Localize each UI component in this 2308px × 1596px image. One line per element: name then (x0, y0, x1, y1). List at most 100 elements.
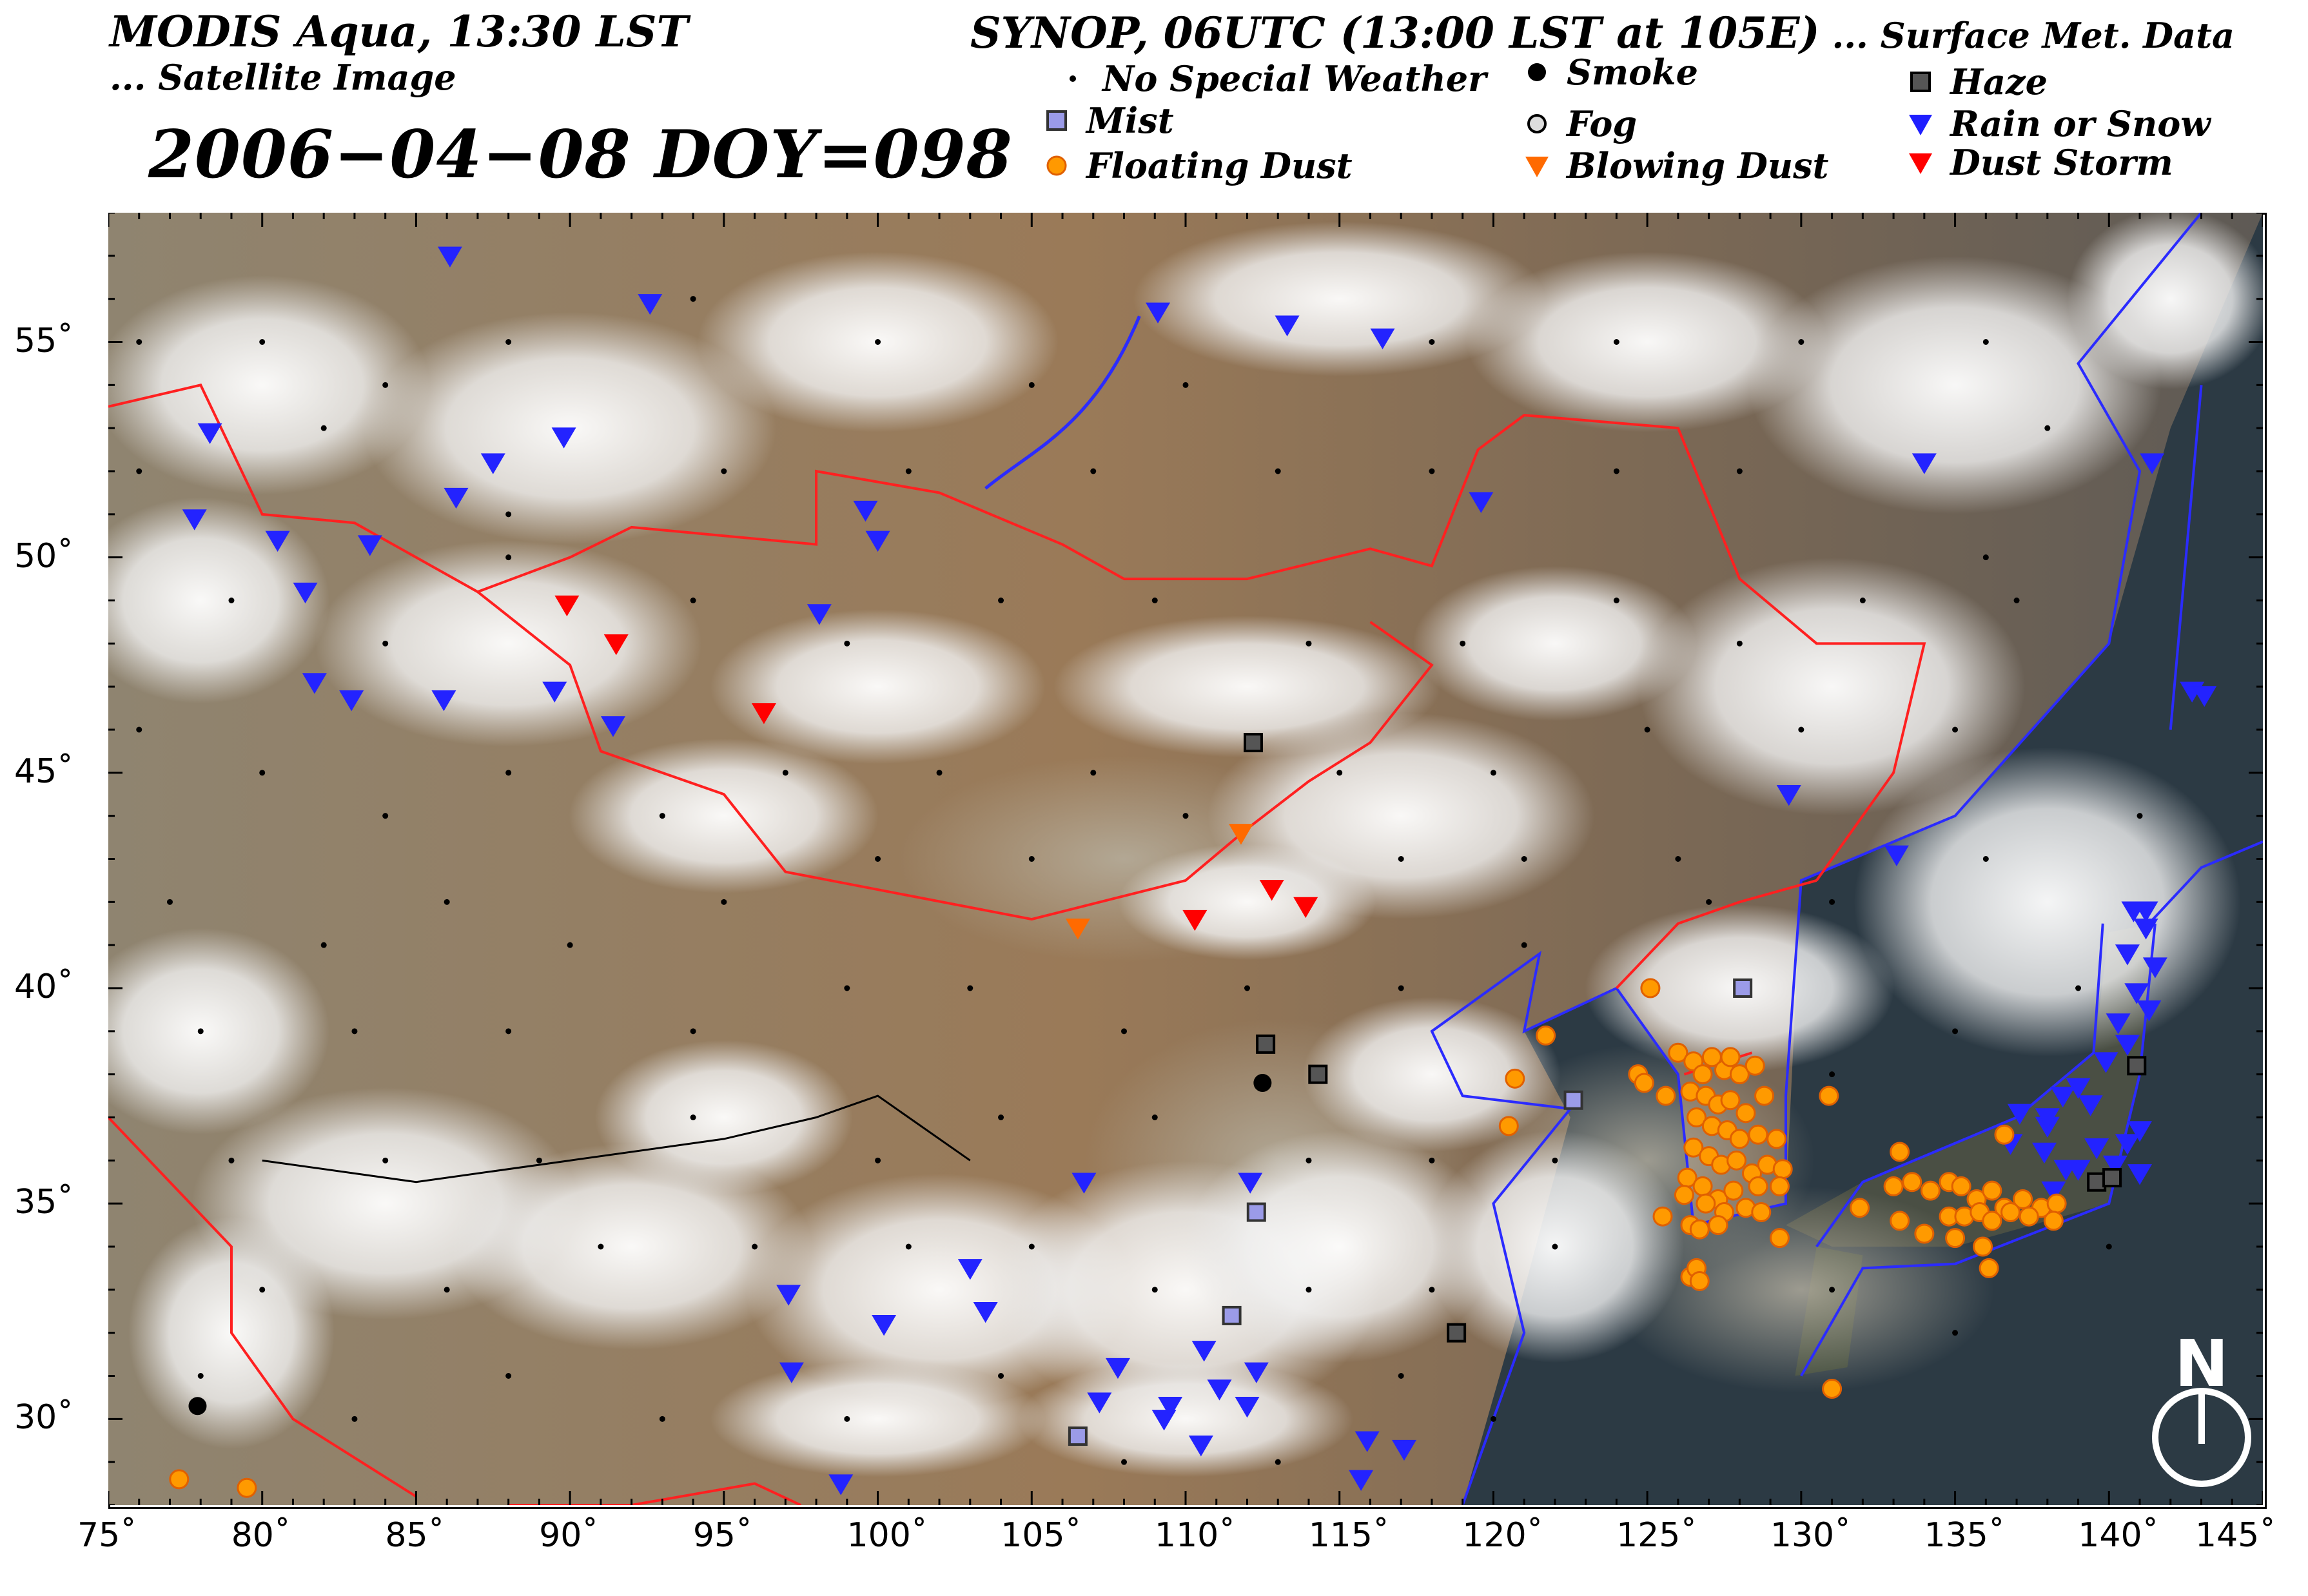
rain-or-snow-station (779, 1362, 804, 1383)
floating-dust-station (1656, 1085, 1676, 1106)
no-special-weather-station (721, 468, 727, 474)
dust-storm-station (603, 634, 629, 656)
rain-or-snow-station (542, 681, 567, 703)
right-title: SYNOP, 06UTC (13:00 LST at 105E) ... Sur… (970, 8, 2235, 58)
no-special-weather-station (875, 339, 881, 345)
floating-dust-station (1979, 1258, 1999, 1278)
legend-item: Floating Dust (1041, 145, 1353, 186)
no-special-weather-station (1859, 598, 1866, 603)
no-special-weather-station (320, 942, 327, 948)
no-special-weather-station (1613, 598, 1619, 603)
lake-baikal (984, 315, 1141, 490)
x-tick-label: 145˚ (2195, 1516, 2276, 1555)
cloud-cover (1413, 566, 1697, 721)
no-special-weather-station (259, 1287, 266, 1293)
floating-dust-station (1819, 1085, 1839, 1106)
no-special-weather-station (505, 554, 512, 561)
north-arrow-icon: N (2152, 1326, 2251, 1487)
rain-or-snow-station (600, 716, 625, 737)
cloud-cover (315, 540, 702, 747)
floating-dust-station (1994, 1124, 2015, 1145)
no-special-weather-station (1675, 856, 1681, 862)
rain-or-snow-station (1354, 1431, 1380, 1452)
no-special-weather-station (1429, 1157, 1435, 1163)
satellite-map (108, 213, 2263, 1505)
rain-or-snow-station (293, 582, 318, 604)
no-special-weather-station (782, 770, 788, 776)
blowing-dust-station (1065, 919, 1090, 940)
no-special-weather-station (1644, 726, 1650, 733)
rain-or-snow-station (431, 690, 456, 712)
no-special-weather-station (1429, 1287, 1435, 1293)
y-tick-label: 45˚ (14, 752, 74, 791)
no-special-weather-station (1798, 726, 1804, 733)
floating-dust-station (1729, 1064, 1750, 1085)
rain-or-snow-station (2127, 1164, 2153, 1185)
no-special-weather-station (505, 1373, 512, 1379)
no-special-weather-station (1151, 598, 1158, 603)
rain-or-snow-station (1884, 845, 1909, 866)
floating-dust-station (1890, 1142, 1910, 1162)
mist-station (1222, 1305, 1242, 1325)
floating-dust-station (2046, 1193, 2067, 1214)
no-special-weather-station (936, 770, 943, 776)
no-special-weather-station (690, 296, 696, 302)
rain-or-snow-station (1071, 1173, 1097, 1194)
rain-or-snow-station (2115, 1035, 2140, 1056)
rain-or-snow-station (2093, 1052, 2118, 1073)
no-special-weather-station (444, 1287, 450, 1293)
cloud-cover (451, 1143, 812, 1350)
x-tick-label: 140˚ (2078, 1516, 2159, 1555)
no-special-weather-station (351, 1028, 358, 1035)
no-special-weather-station (998, 1373, 1004, 1379)
legend-item: Dust Storm (1905, 142, 2173, 183)
no-special-weather-station (197, 1373, 204, 1379)
floating-dust-station (1668, 1042, 1688, 1063)
cloud-cover (710, 609, 1046, 764)
rain-or-snow-station (2078, 1095, 2103, 1116)
floating-dust-station (1723, 1180, 1744, 1201)
no-special-weather-station (1952, 726, 1959, 733)
floating-dust-station (1769, 1228, 1790, 1249)
no-special-weather-station (259, 339, 266, 345)
no-special-weather-station (1306, 1287, 1312, 1293)
floating-dust-station (1745, 1055, 1765, 1076)
rain-or-snow-station (2007, 1104, 2032, 1125)
no-special-weather-station (136, 726, 142, 733)
rain-or-snow-station (2115, 944, 2140, 966)
no-special-weather-station (1429, 339, 1435, 345)
rain-or-snow-station (957, 1259, 983, 1280)
no-special-weather-station (567, 942, 573, 948)
floating-dust-station (1720, 1047, 1741, 1067)
legend-label: Mist (1086, 100, 1174, 141)
hokkaido-sakhalin-coastline (2147, 385, 2263, 925)
cloud-cover (1638, 558, 2026, 816)
x-tick-label: 110˚ (1155, 1516, 1236, 1555)
no-special-weather-station (1398, 856, 1404, 862)
no-special-weather-station (1151, 1114, 1158, 1120)
floating-dust-station (1729, 1129, 1750, 1149)
no-special-weather-station (382, 640, 389, 647)
no-special-weather-station (382, 813, 389, 819)
rain-or-snow-station (2035, 1108, 2060, 1129)
smoke-station (1253, 1074, 1272, 1093)
rain-or-snow-station (2084, 1138, 2109, 1160)
x-tick-label: 125˚ (1616, 1516, 1697, 1555)
no-special-weather-station (1028, 856, 1035, 862)
floating-dust-station (1708, 1215, 1728, 1236)
no-special-weather-station (2137, 813, 2143, 819)
x-tick-label: 100˚ (846, 1516, 928, 1555)
no-special-weather-station (1952, 1028, 1959, 1035)
cloud-cover (1184, 1131, 1494, 1363)
rain-or-snow-station (444, 487, 469, 509)
no-special-weather-station (598, 1243, 604, 1250)
floating-dust-station (1505, 1068, 1525, 1089)
floating-dust-station (1914, 1223, 1935, 1244)
rain-or-snow-station (1188, 1435, 1213, 1457)
rain-or-snow-station (2066, 1078, 2091, 1099)
cloud-cover (1208, 712, 1595, 919)
floating-dust-station (1982, 1211, 2002, 1231)
x-tick-label: 85˚ (385, 1516, 445, 1555)
rain-or-snow-station (480, 453, 505, 474)
